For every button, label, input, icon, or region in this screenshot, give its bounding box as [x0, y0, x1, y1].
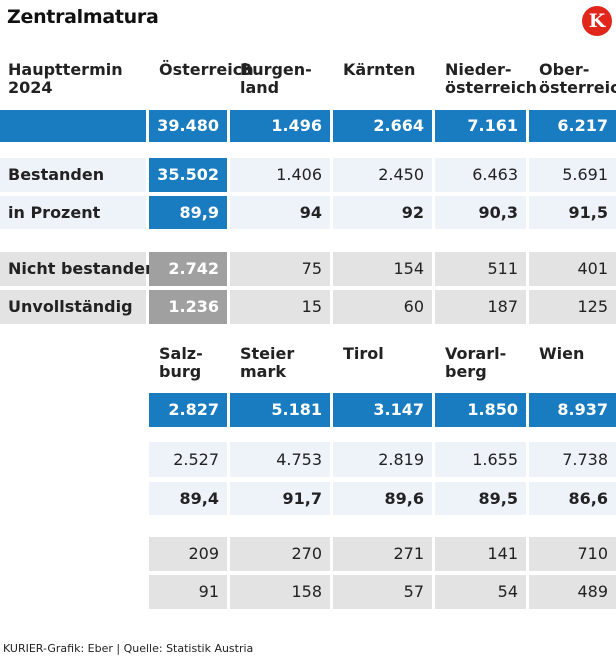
- table-cell: 3.147: [333, 393, 432, 427]
- column-header-line: land: [240, 78, 280, 97]
- table-cell: 2.527: [149, 442, 227, 477]
- table-cell: 60: [333, 290, 432, 324]
- table-cell: 8.937: [529, 393, 616, 427]
- table-cell: 6.463: [435, 158, 526, 192]
- table-cell: 75: [230, 252, 330, 286]
- source-footer: KURIER-Grafik: Eber | Quelle: Statistik …: [3, 642, 254, 655]
- column-header-line: Steier: [240, 344, 295, 363]
- table-cell: 489: [529, 575, 616, 609]
- table-cell: 511: [435, 252, 526, 286]
- row-label: in Prozent: [0, 196, 146, 229]
- column-header-line: berg: [445, 362, 487, 381]
- column-header: Ober-österreich: [535, 61, 616, 101]
- row-label: Bestanden: [0, 158, 146, 192]
- corner-header-line: 2024: [8, 78, 53, 97]
- chart-title: Zentralmatura: [7, 6, 159, 28]
- table-cell: 89,6: [333, 482, 432, 515]
- column-header: Salz-burg: [155, 345, 233, 385]
- table-cell: 154: [333, 252, 432, 286]
- table-cell: 90,3: [435, 196, 526, 229]
- row-label: [0, 110, 146, 142]
- column-header: Burgen-land: [236, 61, 336, 101]
- column-header-line: österreich: [539, 78, 616, 97]
- kurier-logo-icon: K: [582, 6, 612, 36]
- table-cell: 158: [230, 575, 330, 609]
- column-header: Nieder-österreich: [441, 60, 538, 101]
- column-header-line: Wien: [539, 344, 585, 363]
- table-cell: 39.480: [149, 110, 227, 142]
- table-cell: 91,5: [529, 196, 616, 229]
- column-header-line: Österreich: [159, 60, 254, 79]
- table-cell: 1.655: [435, 442, 526, 477]
- table-cell: 141: [435, 537, 526, 571]
- table-cell: 89,4: [149, 482, 227, 515]
- table-cell: 86,6: [529, 482, 616, 515]
- table-cell: 57: [333, 575, 432, 609]
- table-cell: 54: [435, 575, 526, 609]
- table-cell: 92: [333, 196, 432, 229]
- table-cell: 2.819: [333, 442, 432, 477]
- table-cell: 187: [435, 290, 526, 324]
- table-cell: 270: [230, 537, 330, 571]
- column-header-line: mark: [240, 362, 286, 381]
- row-label: Nicht bestanden: [0, 252, 156, 286]
- row-label: Unvollständig: [0, 290, 146, 324]
- column-header: Österreich: [155, 60, 254, 101]
- column-header: Wien: [535, 345, 616, 385]
- column-header: Tirol: [339, 345, 438, 385]
- column-header-line: Nieder-: [445, 60, 512, 79]
- table-cell: 2.742: [149, 252, 227, 286]
- table-cell: 94: [230, 196, 330, 229]
- table-cell: 5.181: [230, 393, 330, 427]
- table-cell: 91,7: [230, 482, 330, 515]
- table-cell: 271: [333, 537, 432, 571]
- table-cell: 89,9: [149, 196, 227, 229]
- table-cell: 125: [529, 290, 616, 324]
- table-cell: 35.502: [149, 158, 227, 192]
- table-cell: 15: [230, 290, 330, 324]
- table-cell: 209: [149, 537, 227, 571]
- table-cell: 2.827: [149, 393, 227, 427]
- corner-header: Haupttermin 2024: [8, 61, 146, 101]
- table-cell: 5.691: [529, 158, 616, 192]
- table-cell: 1.850: [435, 393, 526, 427]
- table-cell: 7.161: [435, 110, 526, 142]
- column-header-line: österreich: [445, 78, 538, 97]
- table-cell: 91: [149, 575, 227, 609]
- table-cell: 7.738: [529, 442, 616, 477]
- column-header-line: burg: [159, 362, 202, 381]
- column-header: Vorarl-berg: [441, 345, 532, 385]
- table-cell: 1.406: [230, 158, 330, 192]
- column-header-line: Tirol: [343, 344, 384, 363]
- table-cell: 1.236: [149, 290, 227, 324]
- table-cell: 4.753: [230, 442, 330, 477]
- column-header: Steier mark: [236, 345, 336, 385]
- column-header-line: Salz-: [159, 344, 203, 363]
- corner-header-line: Haupttermin: [8, 60, 123, 79]
- table-cell: 1.496: [230, 110, 330, 142]
- table-cell: 6.217: [529, 110, 616, 142]
- table-cell: 89,5: [435, 482, 526, 515]
- table-cell: 2.664: [333, 110, 432, 142]
- column-header-line: Ober-: [539, 60, 590, 79]
- column-header: Kärnten: [339, 61, 438, 101]
- table-cell: 2.450: [333, 158, 432, 192]
- table-cell: 710: [529, 537, 616, 571]
- column-header-line: Vorarl-: [445, 344, 507, 363]
- table-cell: 401: [529, 252, 616, 286]
- column-header-line: Burgen-: [240, 60, 312, 79]
- column-header-line: Kärnten: [343, 60, 416, 79]
